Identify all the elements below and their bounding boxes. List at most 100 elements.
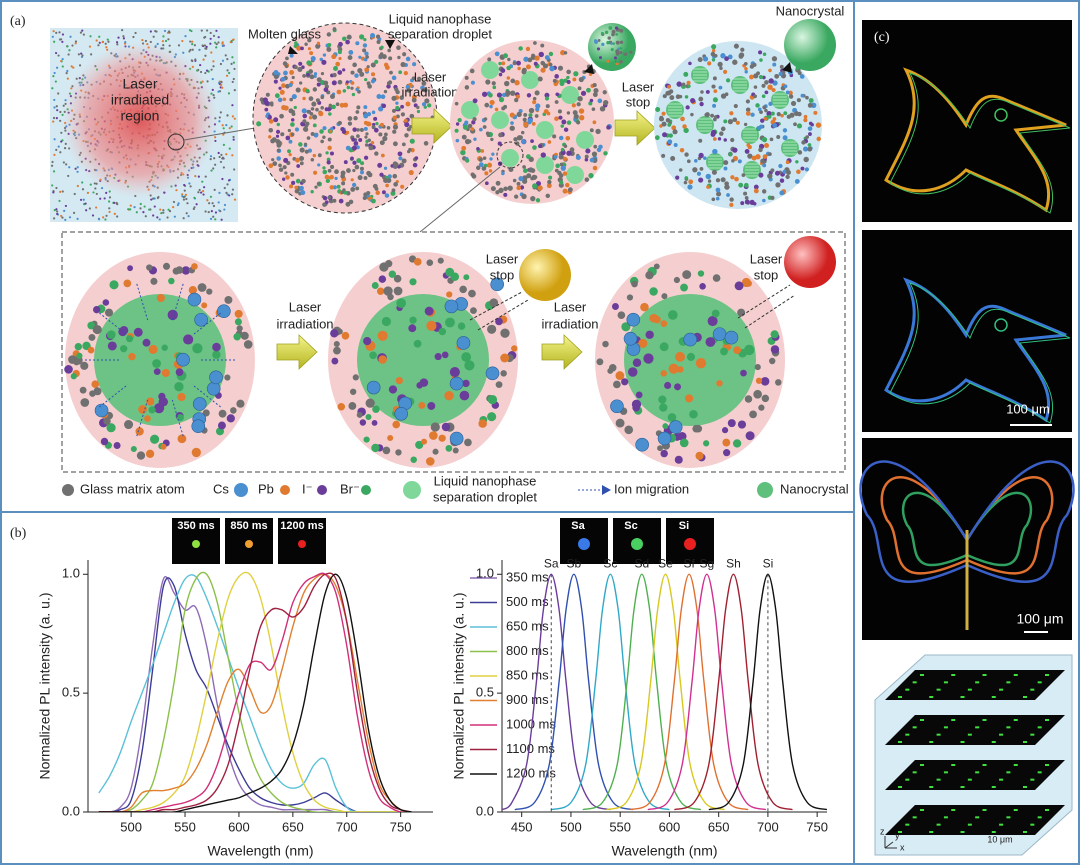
atom bbox=[102, 299, 110, 306]
atom bbox=[559, 162, 564, 167]
voxel bbox=[1023, 786, 1027, 788]
atom bbox=[297, 66, 303, 73]
atom bbox=[337, 70, 343, 75]
atom bbox=[738, 182, 744, 188]
atom bbox=[59, 110, 62, 114]
atom bbox=[532, 183, 538, 189]
atom bbox=[160, 212, 163, 215]
atom bbox=[408, 324, 417, 333]
atom bbox=[464, 360, 475, 371]
atom bbox=[557, 65, 564, 71]
atom bbox=[673, 143, 678, 147]
atom bbox=[507, 185, 513, 191]
atom bbox=[695, 358, 707, 369]
atom bbox=[423, 105, 427, 109]
bird-outline bbox=[884, 277, 1067, 423]
cs-ion bbox=[444, 299, 459, 314]
atom bbox=[208, 202, 211, 205]
spectrum-line bbox=[98, 573, 412, 812]
atom bbox=[807, 143, 812, 147]
x-tick-label: 750 bbox=[390, 819, 412, 834]
atom bbox=[593, 87, 599, 94]
atom bbox=[329, 185, 334, 190]
atom bbox=[372, 405, 380, 413]
atom bbox=[378, 106, 384, 112]
atom bbox=[710, 129, 717, 136]
atom bbox=[76, 184, 79, 188]
voxel bbox=[929, 831, 934, 833]
atom bbox=[379, 122, 384, 127]
atom bbox=[218, 209, 221, 212]
atom bbox=[290, 122, 295, 127]
atom bbox=[712, 148, 718, 155]
axis-label: z bbox=[880, 826, 885, 836]
atom bbox=[276, 148, 281, 153]
atom bbox=[492, 85, 497, 90]
atom bbox=[565, 136, 571, 141]
pointer bbox=[737, 284, 796, 329]
atom bbox=[65, 72, 68, 75]
atom bbox=[578, 76, 584, 83]
voxel bbox=[905, 688, 910, 691]
atom bbox=[351, 145, 357, 151]
atom bbox=[136, 451, 146, 460]
atom bbox=[299, 155, 305, 162]
atom bbox=[476, 165, 481, 170]
atom bbox=[555, 92, 560, 97]
atom bbox=[162, 35, 165, 38]
atom bbox=[811, 102, 817, 108]
process-arrow bbox=[614, 110, 656, 146]
atom bbox=[519, 185, 525, 190]
atom bbox=[676, 81, 682, 87]
atom bbox=[747, 153, 753, 159]
atom bbox=[139, 207, 142, 210]
atom bbox=[715, 178, 721, 183]
atom bbox=[614, 26, 619, 30]
atom bbox=[745, 111, 751, 116]
atom bbox=[209, 31, 212, 35]
atom bbox=[167, 30, 171, 33]
atom bbox=[57, 145, 60, 148]
atom bbox=[321, 59, 327, 65]
atom bbox=[455, 122, 460, 126]
atom bbox=[767, 114, 772, 119]
atom bbox=[149, 40, 152, 44]
legend-label: Br⁻ bbox=[340, 481, 360, 496]
atom bbox=[53, 138, 56, 141]
atom bbox=[758, 75, 764, 80]
atom bbox=[299, 147, 305, 153]
atom bbox=[233, 168, 236, 171]
atom bbox=[331, 357, 339, 365]
atom bbox=[176, 414, 184, 422]
atom bbox=[711, 197, 716, 202]
legend-nanocrystal bbox=[757, 482, 773, 498]
atom bbox=[211, 77, 214, 81]
atom bbox=[808, 98, 814, 103]
atom bbox=[671, 125, 677, 131]
droplet-label: separation droplet bbox=[388, 26, 492, 41]
atom bbox=[149, 30, 152, 33]
atom bbox=[665, 118, 671, 123]
atom bbox=[464, 138, 471, 145]
atom bbox=[82, 198, 85, 201]
atom bbox=[562, 156, 568, 162]
atom bbox=[340, 190, 345, 195]
atom bbox=[762, 163, 767, 168]
atom bbox=[225, 191, 228, 194]
voxel bbox=[929, 786, 934, 788]
atom bbox=[162, 262, 171, 270]
cs-ion bbox=[191, 419, 206, 434]
atom bbox=[214, 218, 217, 221]
cs-ion bbox=[366, 380, 381, 395]
atom bbox=[214, 211, 218, 214]
atom bbox=[364, 51, 369, 56]
atom bbox=[597, 98, 603, 104]
atom bbox=[79, 198, 83, 201]
atom bbox=[133, 206, 136, 209]
atom bbox=[566, 120, 572, 125]
atom bbox=[271, 158, 275, 162]
atom bbox=[278, 86, 282, 90]
atom bbox=[797, 150, 803, 155]
atom bbox=[752, 201, 757, 206]
atom bbox=[484, 102, 490, 108]
